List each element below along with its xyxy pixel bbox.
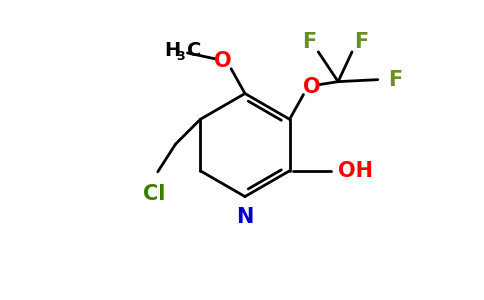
Text: F: F <box>354 32 368 52</box>
Text: O: O <box>214 51 232 71</box>
Text: H: H <box>165 41 181 60</box>
Text: Cl: Cl <box>143 184 165 204</box>
Text: F: F <box>388 70 402 90</box>
Text: F: F <box>302 32 317 52</box>
Text: C: C <box>186 41 201 60</box>
Text: O: O <box>302 76 320 97</box>
Text: OH: OH <box>338 161 373 181</box>
Text: N: N <box>236 208 254 227</box>
Text: 3: 3 <box>176 50 185 63</box>
